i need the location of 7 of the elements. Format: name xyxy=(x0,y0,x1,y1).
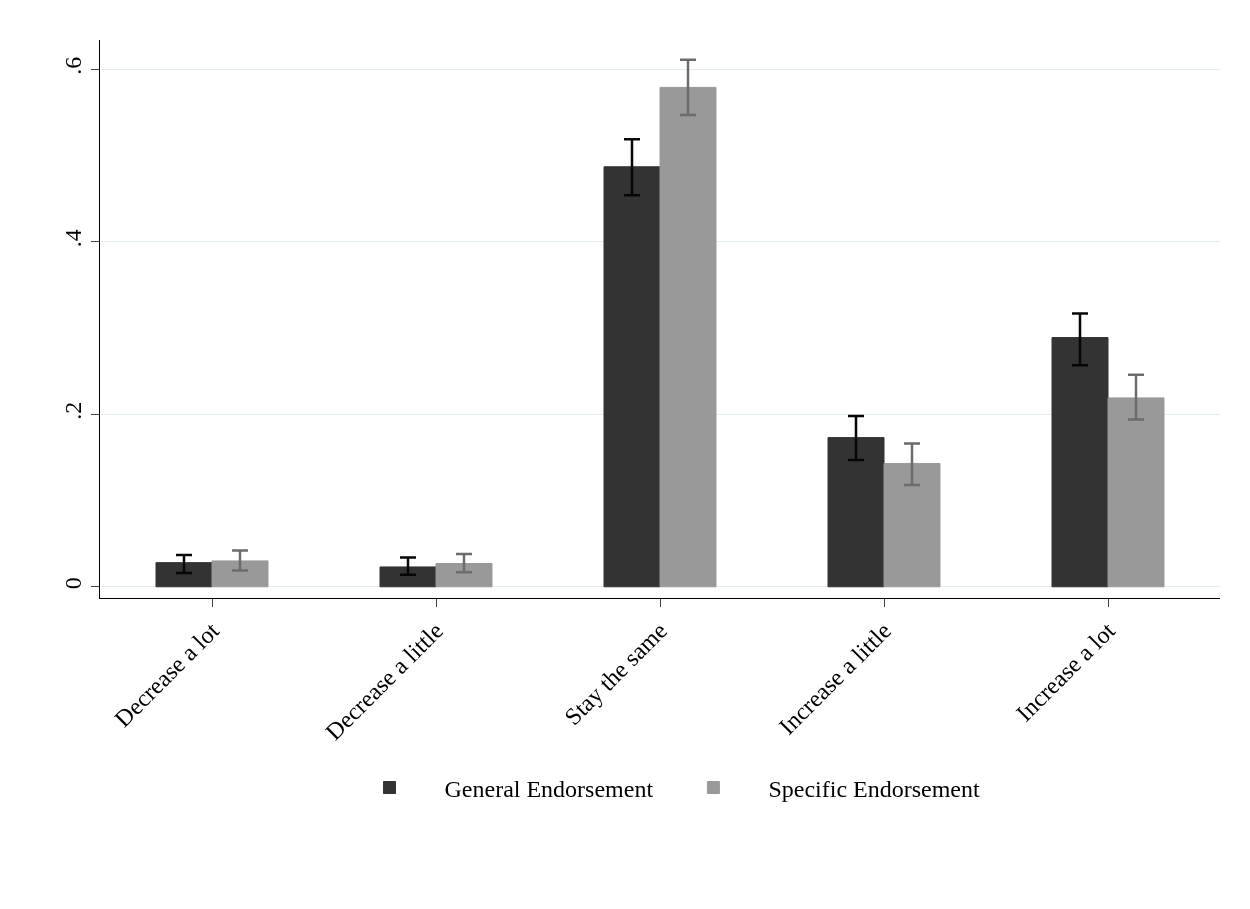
x-tick-label: Stay the same xyxy=(559,617,673,731)
legend-label: General Endorsement xyxy=(444,775,654,802)
y-tick-label: .2 xyxy=(60,401,87,420)
y-tick-label: 0 xyxy=(60,577,87,590)
legend-label: Specific Endorsement xyxy=(768,775,981,802)
y-tick-label: .6 xyxy=(60,56,87,75)
y-tick-label: .4 xyxy=(60,229,87,248)
